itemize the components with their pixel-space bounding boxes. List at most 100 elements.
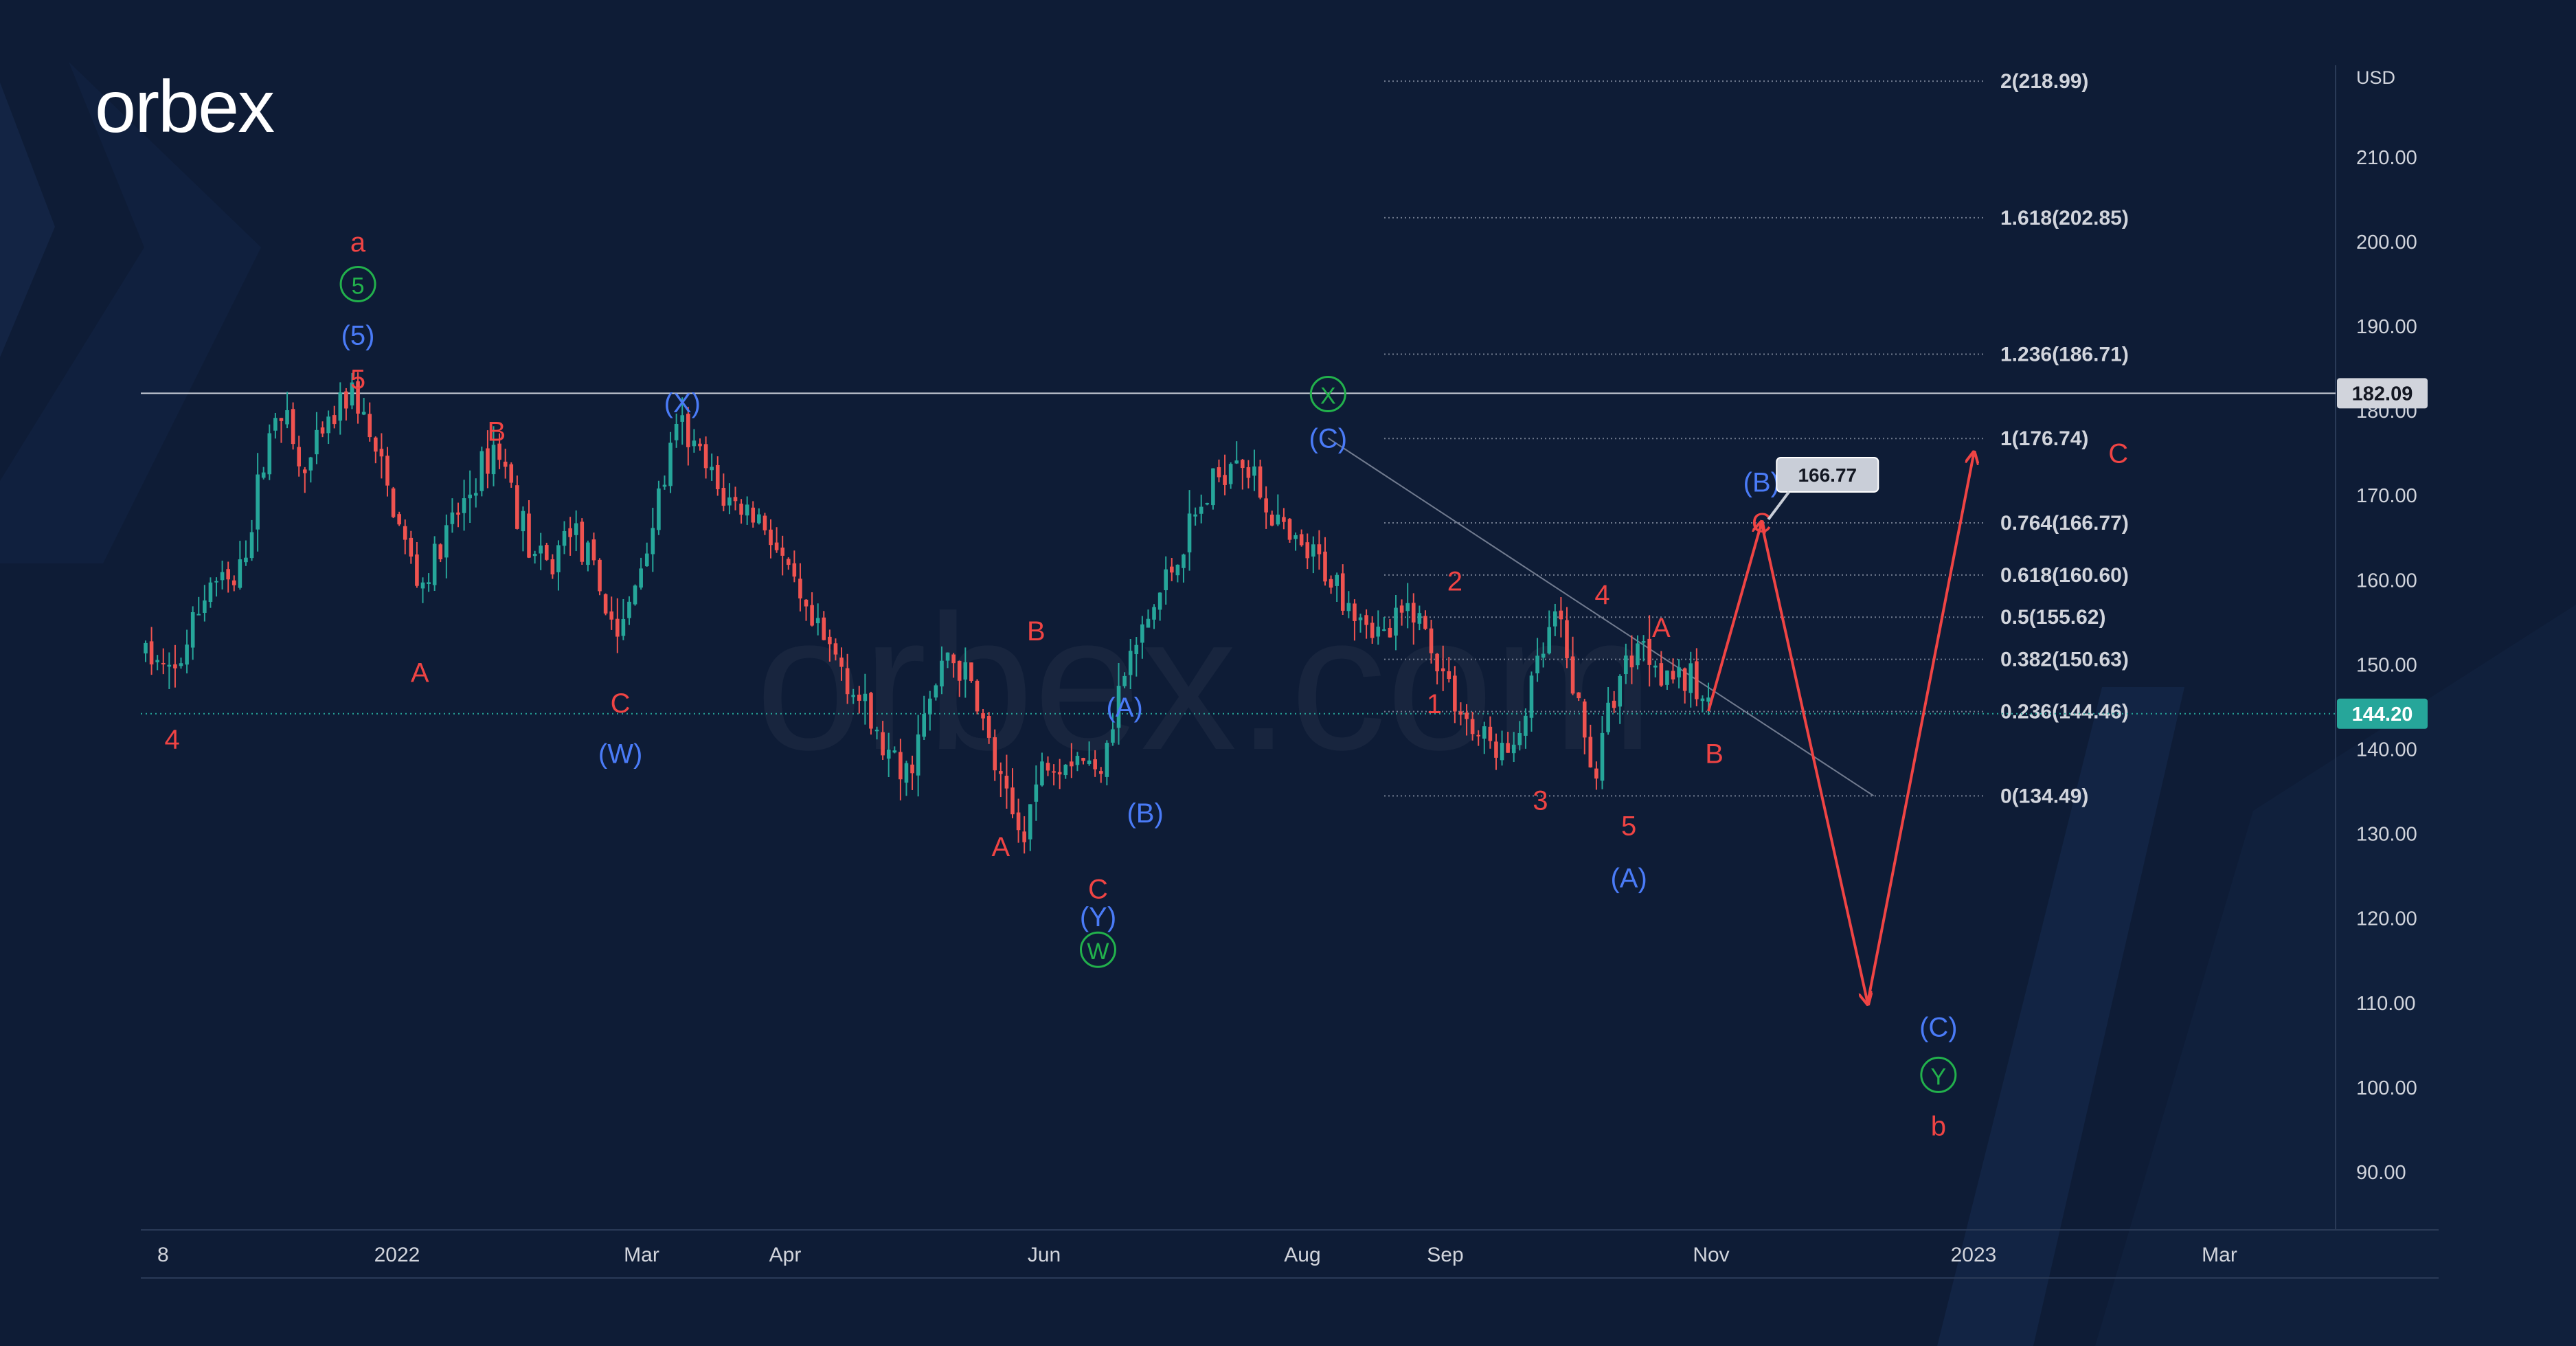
candle-body <box>1022 831 1026 842</box>
logo-text: orbex <box>95 65 274 148</box>
candle-body <box>1695 661 1699 699</box>
candle-body <box>1340 573 1345 611</box>
candle-body <box>515 485 519 529</box>
candle-body <box>639 568 643 588</box>
candle-body <box>1429 628 1434 653</box>
fib-level-label: 0(134.49) <box>2000 785 2088 807</box>
candle-body <box>562 530 567 546</box>
x-tick-label: 2022 <box>374 1244 420 1266</box>
candle-body <box>273 418 278 431</box>
candle-body <box>1140 624 1144 643</box>
plot-area <box>141 65 2439 1279</box>
candle-body <box>1305 542 1310 559</box>
candle-body <box>1582 701 1587 738</box>
candle-body <box>208 582 213 603</box>
y-tick-label: 170.00 <box>2356 485 2417 507</box>
candle-body <box>657 488 661 530</box>
candle-body <box>633 585 637 605</box>
candle-body <box>739 504 743 515</box>
candle-body <box>1612 700 1616 708</box>
candle-body <box>1482 726 1487 739</box>
candle-body <box>1553 611 1557 627</box>
candle-body <box>603 594 608 614</box>
candle-body <box>350 382 354 406</box>
candle-body <box>1264 498 1268 513</box>
candle-body <box>291 409 295 445</box>
y-tick-label: 150.00 <box>2356 654 2417 676</box>
candle-body <box>1641 641 1646 643</box>
candle-body <box>261 472 266 478</box>
candle-body <box>1535 655 1539 673</box>
candle-body <box>1440 668 1445 672</box>
candle-body <box>1152 607 1156 620</box>
candle-body <box>173 664 177 669</box>
candlesticks <box>144 372 1710 854</box>
x-tick-label: 8 <box>157 1244 169 1266</box>
candle-body <box>727 497 732 506</box>
candle-body <box>598 559 602 592</box>
candle-body <box>1093 759 1097 770</box>
candle-body <box>774 542 779 550</box>
candle-body <box>969 662 973 682</box>
candle-body <box>1476 734 1481 737</box>
candle-body <box>1411 603 1416 623</box>
candle-body <box>1010 787 1015 815</box>
wave-label: A <box>991 832 1010 862</box>
candle-body <box>1606 702 1610 732</box>
x-axis: 8 2022 Mar Apr Jun Aug Sep Nov 2023 Mar <box>157 1244 2237 1266</box>
candle-body <box>1311 544 1315 557</box>
currency-label: USD <box>2356 67 2395 88</box>
candle-body <box>497 443 501 460</box>
candle-body <box>1252 466 1256 476</box>
candle-body <box>762 515 767 530</box>
candle-body <box>1187 513 1192 552</box>
candle-body <box>786 559 791 565</box>
candle-body <box>981 713 985 719</box>
candle-body <box>886 749 891 759</box>
candle-body <box>473 493 478 496</box>
candle-body <box>214 581 218 583</box>
candle-body <box>326 416 330 434</box>
candle-body <box>1559 610 1563 620</box>
y-tick-label: 200.00 <box>2356 232 2417 254</box>
target-label: 166.77 <box>1798 464 1857 486</box>
candle-body <box>1004 775 1009 789</box>
candle-body <box>733 497 738 502</box>
candle-body <box>1517 732 1522 745</box>
candle-body <box>1594 768 1598 779</box>
forecast-segment <box>1866 453 1974 1004</box>
wave-label: X <box>1320 383 1336 409</box>
candle-body <box>715 464 720 490</box>
candle-body <box>397 514 401 525</box>
wave-label: (B) <box>1127 798 1163 829</box>
wave-label: 5 <box>1621 811 1636 841</box>
candle-body <box>839 658 844 667</box>
candle-body <box>1028 804 1032 840</box>
fib-level-label: 0.382(150.63) <box>2000 649 2129 671</box>
y-tick-label: 210.00 <box>2356 147 2417 169</box>
candle-body <box>1182 554 1186 568</box>
wave-label: 2 <box>1447 567 1462 597</box>
candle-body <box>356 381 360 414</box>
candle-body <box>320 427 325 434</box>
wave-label: 4 <box>165 725 180 755</box>
candle-body <box>892 750 897 753</box>
candle-body <box>297 447 302 467</box>
candle-body <box>285 410 289 425</box>
candle-body <box>975 680 980 712</box>
candle-body <box>503 461 508 467</box>
candle-body <box>374 437 378 452</box>
candle-body <box>1157 592 1162 610</box>
candle-body <box>226 569 230 580</box>
y-tick-label: 100.00 <box>2356 1077 2417 1099</box>
candle-body <box>1175 564 1180 576</box>
candle-body <box>1323 551 1327 582</box>
candle-body <box>568 528 572 537</box>
candle-body <box>922 713 927 737</box>
candle-body <box>1205 503 1210 505</box>
candle-body <box>1417 613 1422 624</box>
candle-body <box>1046 763 1050 771</box>
candle-body <box>1211 468 1215 506</box>
candle-body <box>267 433 272 475</box>
candle-body <box>438 544 443 560</box>
